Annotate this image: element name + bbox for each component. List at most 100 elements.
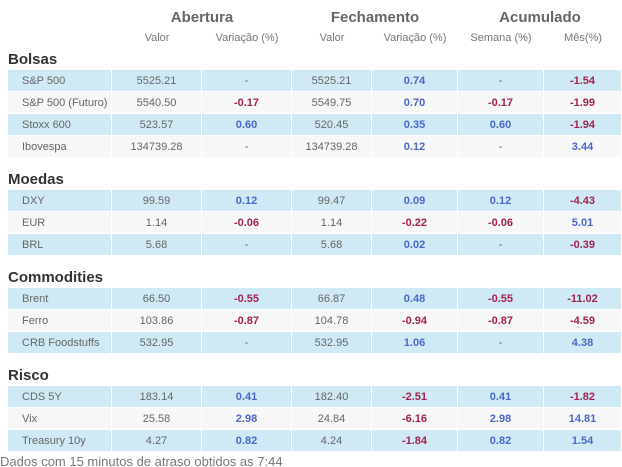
- cell: 66.87: [292, 288, 372, 310]
- row-label: DXY: [8, 190, 112, 212]
- section-title: Risco: [8, 367, 49, 384]
- cell: 0.35: [372, 114, 458, 136]
- cell: 5.01: [544, 212, 622, 234]
- cell: 520.45: [292, 114, 372, 136]
- cell: -: [202, 332, 292, 354]
- cell: -4.59: [544, 310, 622, 332]
- cell: -0.39: [544, 234, 622, 256]
- cell: 183.14: [112, 386, 202, 408]
- cell: -: [202, 136, 292, 158]
- cell: 134739.28: [112, 136, 202, 158]
- cell: -0.22: [372, 212, 458, 234]
- cell: 532.95: [112, 332, 202, 354]
- cell: -0.94: [372, 310, 458, 332]
- cell: -1.54: [544, 70, 622, 92]
- cell: -: [458, 234, 544, 256]
- cell: 0.02: [372, 234, 458, 256]
- cell: 0.82: [458, 430, 544, 452]
- cell: -0.87: [458, 310, 544, 332]
- cell: 5549.75: [292, 92, 372, 114]
- cell: 0.60: [458, 114, 544, 136]
- row-label: Brent: [8, 288, 112, 310]
- column-header: Variação (%): [215, 32, 279, 44]
- row-label: CRB Foodstuffs: [8, 332, 112, 354]
- cell: -4.43: [544, 190, 622, 212]
- cell: -0.06: [202, 212, 292, 234]
- cell: 0.12: [202, 190, 292, 212]
- cell: -0.17: [458, 92, 544, 114]
- cell: 25.58: [112, 408, 202, 430]
- cell: 5.68: [112, 234, 202, 256]
- column-header: Variação (%): [383, 32, 447, 44]
- cell: -1.99: [544, 92, 622, 114]
- column-header: Mês(%): [564, 32, 602, 44]
- cell: 104.78: [292, 310, 372, 332]
- cell: 5525.21: [292, 70, 372, 92]
- cell: 103.86: [112, 310, 202, 332]
- cell: 3.44: [544, 136, 622, 158]
- cell: -1.94: [544, 114, 622, 136]
- cell: -0.17: [202, 92, 292, 114]
- cell: 0.12: [372, 136, 458, 158]
- column-header: Valor: [319, 32, 345, 44]
- cell: 5540.50: [112, 92, 202, 114]
- row-label: Stoxx 600: [8, 114, 112, 136]
- row-label: EUR: [8, 212, 112, 234]
- cell: 134739.28: [292, 136, 372, 158]
- cell: 99.47: [292, 190, 372, 212]
- cell: 0.74: [372, 70, 458, 92]
- group-header: Fechamento: [330, 9, 420, 26]
- cell: -: [202, 70, 292, 92]
- cell: -0.55: [458, 288, 544, 310]
- cell: 0.12: [458, 190, 544, 212]
- cell: -: [458, 70, 544, 92]
- footer-note: Dados com 15 minutos de atraso obtidos a…: [0, 454, 283, 467]
- cell: 0.70: [372, 92, 458, 114]
- cell: -1.82: [544, 386, 622, 408]
- cell: 5525.21: [112, 70, 202, 92]
- cell: -0.55: [202, 288, 292, 310]
- section-title: Bolsas: [8, 51, 58, 68]
- cell: 2.98: [458, 408, 544, 430]
- cell: 4.38: [544, 332, 622, 354]
- cell: 1.14: [292, 212, 372, 234]
- column-header: Semana (%): [470, 32, 532, 44]
- cell: 5.68: [292, 234, 372, 256]
- row-label: S&P 500 (Futuro): [8, 92, 112, 114]
- cell: -11.02: [544, 288, 622, 310]
- column-header: Valor: [144, 32, 170, 44]
- cell: 0.41: [458, 386, 544, 408]
- cell: 1.06: [372, 332, 458, 354]
- row-label: Ferro: [8, 310, 112, 332]
- cell: 0.60: [202, 114, 292, 136]
- cell: 532.95: [292, 332, 372, 354]
- cell: 523.57: [112, 114, 202, 136]
- cell: 2.98: [202, 408, 292, 430]
- cell: -1.84: [372, 430, 458, 452]
- cell: -: [202, 234, 292, 256]
- row-label: S&P 500: [8, 70, 112, 92]
- cell: 1.54: [544, 430, 622, 452]
- cell: -6.16: [372, 408, 458, 430]
- cell: 4.27: [112, 430, 202, 452]
- cell: -: [458, 332, 544, 354]
- cell: 99.59: [112, 190, 202, 212]
- cell: 0.82: [202, 430, 292, 452]
- cell: 182.40: [292, 386, 372, 408]
- cell: 24.84: [292, 408, 372, 430]
- cell: -0.87: [202, 310, 292, 332]
- section-title: Commodities: [8, 269, 104, 286]
- cell: 66.50: [112, 288, 202, 310]
- row-label: CDS 5Y: [8, 386, 112, 408]
- cell: 14.81: [544, 408, 622, 430]
- cell: 1.14: [112, 212, 202, 234]
- row-label: Ibovespa: [8, 136, 112, 158]
- section-title: Moedas: [8, 171, 64, 188]
- cell: 0.41: [202, 386, 292, 408]
- cell: 4.24: [292, 430, 372, 452]
- cell: 0.09: [372, 190, 458, 212]
- cell: 0.48: [372, 288, 458, 310]
- row-label: BRL: [8, 234, 112, 256]
- group-header: Abertura: [170, 9, 234, 26]
